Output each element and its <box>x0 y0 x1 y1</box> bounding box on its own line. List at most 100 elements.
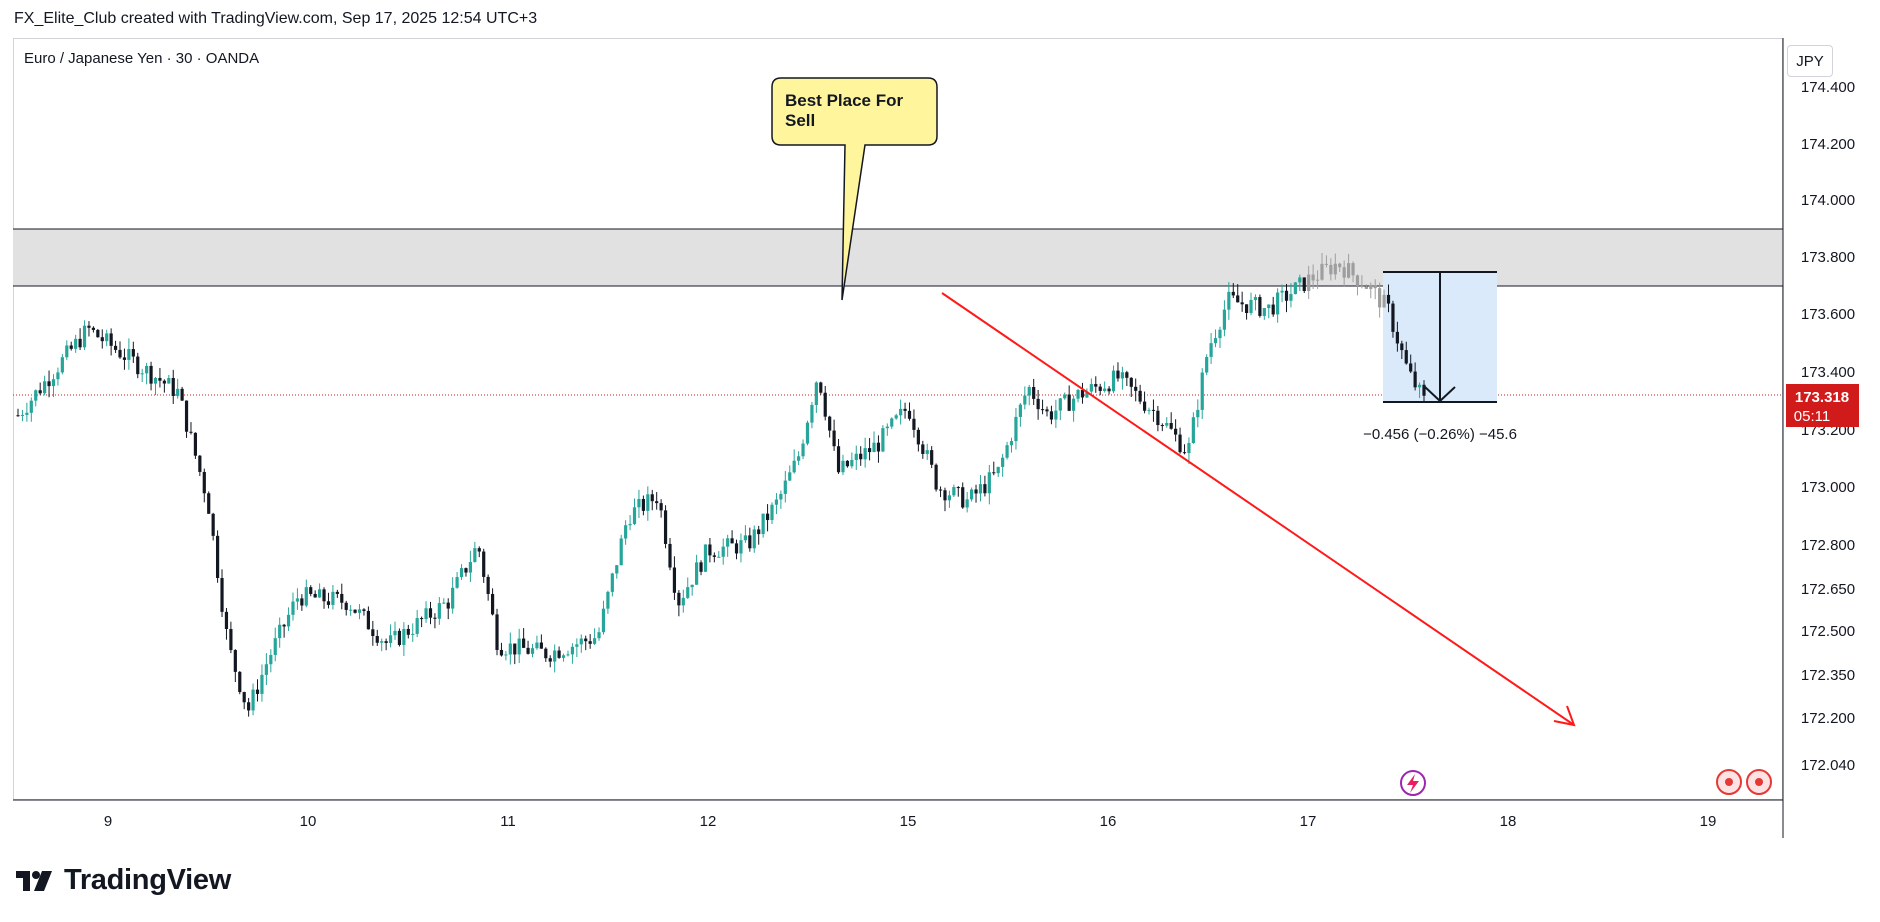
time-tick-label: 9 <box>104 813 112 830</box>
price-tick-label: 172.350 <box>1801 667 1855 684</box>
candle-body <box>730 538 734 544</box>
candle-body <box>335 591 339 594</box>
trendline[interactable] <box>941 292 1575 726</box>
candle-body <box>180 388 184 401</box>
candle-body <box>832 430 836 447</box>
candle-body <box>1111 370 1116 392</box>
price-tick-label: 173.000 <box>1801 479 1855 496</box>
candle-body <box>1080 389 1085 398</box>
candle-body <box>686 587 690 598</box>
candle-body <box>47 381 51 387</box>
candle-body <box>681 597 685 606</box>
candle-body <box>1342 267 1346 278</box>
candle-body <box>743 535 747 541</box>
candle-body <box>264 664 268 675</box>
candle-body <box>100 337 104 342</box>
candle-body <box>553 650 557 662</box>
candle-body <box>1293 282 1297 295</box>
candle-body <box>570 646 575 655</box>
candle-body <box>885 426 889 429</box>
candle-body <box>610 573 614 592</box>
candle-body <box>624 525 628 539</box>
time-tick-label: 18 <box>1500 813 1517 830</box>
candle-body <box>291 601 295 615</box>
candle-body <box>579 638 583 645</box>
candle-body <box>1244 304 1249 314</box>
candle-body <box>1063 394 1067 399</box>
candle-body <box>1391 303 1395 332</box>
candle-body <box>278 624 282 639</box>
candle-body <box>508 643 512 655</box>
candle-body <box>158 377 162 381</box>
candle-body <box>921 444 925 454</box>
candle-body <box>468 562 473 573</box>
candle-body <box>588 641 592 644</box>
candle-body <box>530 648 535 654</box>
candle-body <box>118 349 122 358</box>
price-axis[interactable]: 174.400 174.200 174.000 173.800 173.600 173.4… <box>1801 79 1855 774</box>
candle-body <box>91 327 96 330</box>
lightning-icon[interactable] <box>1400 770 1426 796</box>
currency-button[interactable]: JPY <box>1787 45 1833 77</box>
candle-body <box>1284 290 1289 301</box>
candle-body <box>726 538 730 547</box>
price-tick-label: 172.650 <box>1801 581 1855 598</box>
candle-body <box>899 408 903 416</box>
candle-body <box>1116 370 1120 379</box>
candle-body <box>482 551 486 577</box>
candle-body <box>1036 398 1040 410</box>
candle-body <box>304 587 308 606</box>
candle-body <box>69 345 73 349</box>
candle-body <box>646 494 650 511</box>
candle-body <box>615 565 619 574</box>
candle-body <box>65 345 69 358</box>
candle-body <box>544 648 548 659</box>
candle-body <box>109 333 113 346</box>
candle-body <box>1355 275 1360 286</box>
candle-body <box>1156 410 1160 426</box>
candle-body <box>105 333 109 342</box>
candle-body <box>1218 329 1222 339</box>
candle-body <box>113 345 118 350</box>
candle-body <box>663 510 668 544</box>
candle-body <box>1129 377 1133 387</box>
candle-body <box>1089 384 1093 392</box>
candle-body <box>974 489 978 494</box>
record-icon[interactable] <box>1716 769 1772 795</box>
callout-bubble[interactable] <box>771 77 938 301</box>
candle-body <box>176 388 180 396</box>
candle-body <box>1187 443 1191 454</box>
candle-body <box>712 555 716 557</box>
candle-body <box>420 618 424 620</box>
candle-body <box>903 408 907 411</box>
candle-body <box>748 535 752 549</box>
candle-body <box>16 415 20 417</box>
candle-body <box>1236 295 1240 303</box>
candle-body <box>260 674 264 694</box>
candle-body <box>952 487 956 496</box>
candle-body <box>1174 428 1178 435</box>
candle-body <box>1098 386 1102 391</box>
candle-body <box>1032 387 1036 399</box>
candle-body <box>74 338 78 349</box>
candle-body <box>446 602 450 609</box>
candle-body <box>1315 279 1320 281</box>
candle-body <box>34 390 38 401</box>
candle-body <box>690 584 694 588</box>
candle-body <box>51 379 56 387</box>
candle-body <box>442 602 446 604</box>
candle-body <box>677 592 681 606</box>
candle-body <box>140 373 144 375</box>
candle-body <box>1422 384 1426 396</box>
current-price-value: 173.318 <box>1795 389 1849 406</box>
candle-body <box>375 636 379 643</box>
candle-body <box>1404 350 1408 364</box>
candle-body <box>1346 263 1351 278</box>
candle-body <box>912 418 916 430</box>
candle-body <box>1045 409 1049 412</box>
candle-body <box>247 702 251 711</box>
measure-arrow-head <box>1424 386 1456 403</box>
tradingview-logo[interactable]: TradingView <box>16 864 231 897</box>
time-axis[interactable]: 9 10 11 12 15 16 17 18 19 <box>104 813 1717 830</box>
